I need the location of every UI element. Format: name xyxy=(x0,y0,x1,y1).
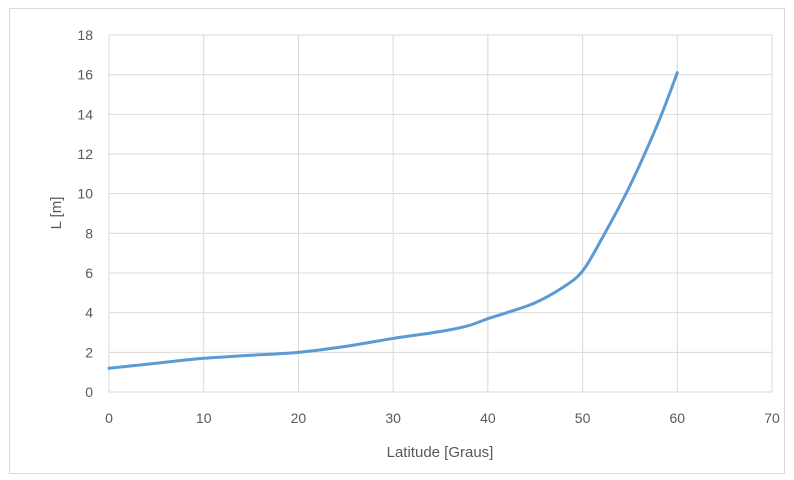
y-tick-label: 0 xyxy=(85,384,93,400)
y-axis-label: L [m] xyxy=(48,197,65,230)
y-tick-label: 16 xyxy=(77,67,93,83)
x-axis-label: Latitude [Graus] xyxy=(387,444,494,461)
x-tick-label: 50 xyxy=(575,410,591,426)
y-tick-label: 4 xyxy=(85,305,93,321)
x-tick-label: 60 xyxy=(669,410,685,426)
y-tick-label: 10 xyxy=(77,186,93,202)
x-tick-label: 70 xyxy=(764,410,780,426)
y-tick-label: 18 xyxy=(77,27,93,43)
y-tick-label: 12 xyxy=(77,146,93,162)
x-tick-label: 10 xyxy=(196,410,212,426)
x-tick-label: 0 xyxy=(105,410,113,426)
y-tick-label: 2 xyxy=(85,344,93,360)
y-tick-label: 14 xyxy=(77,106,93,122)
x-tick-label: 40 xyxy=(480,410,496,426)
x-tick-label: 30 xyxy=(385,410,401,426)
chart-frame xyxy=(9,8,785,474)
x-tick-label: 20 xyxy=(291,410,307,426)
y-tick-label: 8 xyxy=(85,225,93,241)
series-line xyxy=(107,71,679,370)
y-tick-label: 6 xyxy=(85,265,93,281)
